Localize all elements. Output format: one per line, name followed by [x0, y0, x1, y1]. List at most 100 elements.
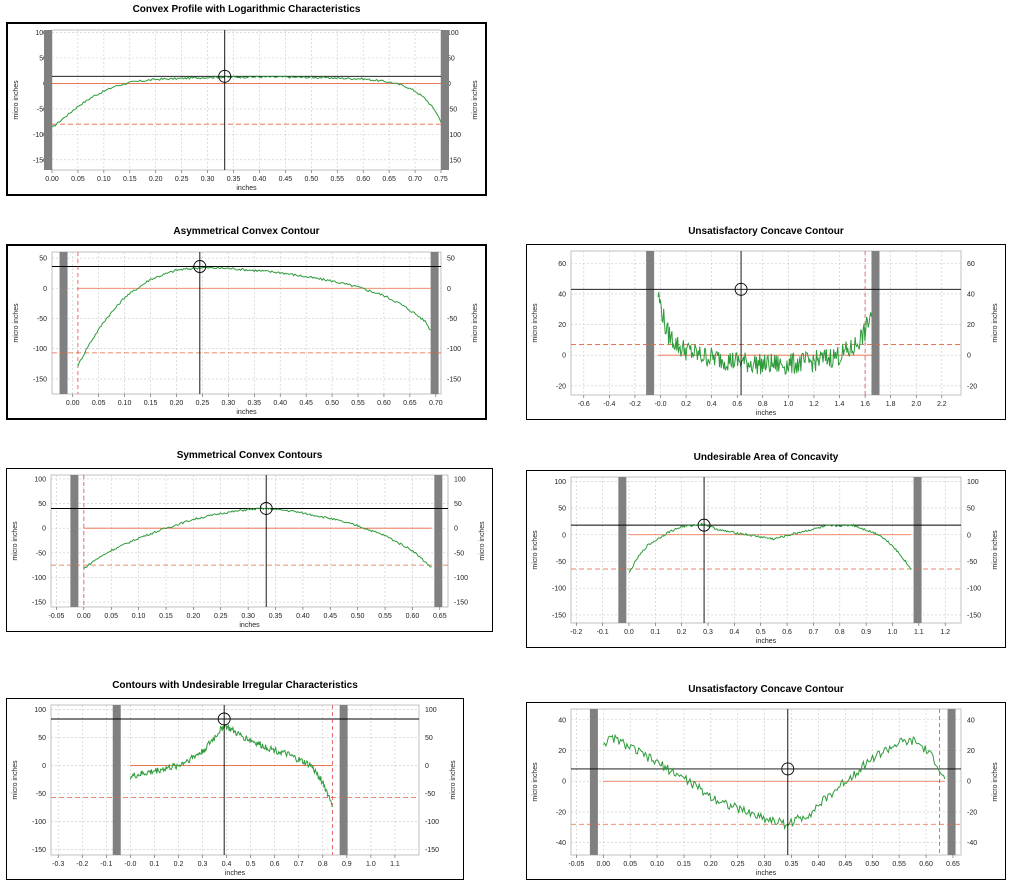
x-tick-label: 0.20	[187, 613, 201, 620]
x-tick-label: -0.1	[100, 861, 112, 868]
x-tick-label: 0.55	[330, 176, 344, 183]
x-tick-label: 0.25	[214, 613, 228, 620]
y-tick-label-right: -100	[454, 575, 468, 582]
y-tick-label-right: 50	[454, 501, 462, 508]
y-axis-label-left: micro inches	[12, 760, 19, 800]
profile-trace	[657, 292, 872, 376]
x-tick-label: 0.65	[433, 613, 447, 620]
chart-panel-1: Convex Profile with Logarithmic Characte…	[6, 4, 487, 196]
x-tick-label: 1.1	[390, 861, 400, 868]
x-tick-label: 0.00	[596, 861, 610, 868]
y-tick-label-right: -20	[967, 809, 977, 816]
right-mask-bar	[871, 251, 880, 395]
x-tick-label: -0.05	[568, 861, 584, 868]
y-tick-label-right: -150	[425, 847, 439, 854]
x-tick-label: 0.8	[758, 401, 768, 408]
x-tick-label: 0.15	[144, 400, 158, 407]
y-tick-label-right: 0	[967, 779, 971, 786]
x-tick-label: 0.6	[782, 629, 792, 636]
chart-panel-4: Symmetrical Convex Contours -0.05 0.00 0.0…	[6, 450, 493, 632]
x-tick-label: 0.50	[865, 861, 879, 868]
x-tick-label: 0.00	[66, 400, 80, 407]
x-tick-label: 0.45	[323, 613, 337, 620]
x-tick-label: 0.00	[77, 613, 91, 620]
x-tick-label: 0.10	[650, 861, 664, 868]
x-tick-label: 0.60	[356, 176, 370, 183]
x-tick-label: 0.70	[408, 176, 422, 183]
x-tick-label: 0.35	[227, 176, 241, 183]
y-tick-label-left: 0	[43, 286, 47, 293]
y-tick-label-right: -50	[447, 106, 457, 113]
profile-trace	[628, 522, 912, 573]
plot-area	[50, 704, 420, 856]
plot-area	[570, 708, 962, 856]
profile-trace	[77, 266, 431, 367]
x-tick-label: 2.0	[911, 401, 921, 408]
cursor-marker	[193, 260, 207, 273]
x-tick-label: 1.6	[860, 401, 870, 408]
y-tick-label-right: 40	[967, 717, 975, 724]
y-axis-label-left: micro inches	[13, 80, 20, 120]
y-tick-label-left: 40	[558, 291, 566, 298]
y-tick-label-right: -20	[967, 383, 977, 390]
x-tick-label: 0.30	[222, 400, 236, 407]
y-tick-label-left: 60	[558, 261, 566, 268]
y-tick-label-right: 20	[967, 748, 975, 755]
x-tick-label: 0.55	[378, 613, 392, 620]
y-tick-label-right: -50	[425, 791, 435, 798]
chart-title: Convex Profile with Logarithmic Characte…	[132, 4, 361, 15]
chart-title: Asymmetrical Convex Contour	[173, 226, 320, 237]
x-tick-label: 0.45	[299, 400, 313, 407]
y-tick-label-left: 100	[34, 476, 46, 483]
y-tick-label-right: 0	[967, 532, 971, 539]
x-tick-label: 0.2	[681, 401, 691, 408]
x-tick-label: 0.65	[403, 400, 417, 407]
chart-frame: -0.05 0.00 0.05 0.10 0.15 0.20 0.25 0.30 0.35 0.4…	[526, 702, 1006, 880]
x-tick-label: 0.50	[351, 613, 365, 620]
left-mask-bar	[112, 705, 121, 855]
x-tick-label: 0.70	[429, 400, 443, 407]
x-axis-label: inches	[236, 185, 257, 192]
y-tick-label-left: 20	[558, 748, 566, 755]
x-tick-label: 0.4	[707, 401, 717, 408]
chart-frame: -0.2 -0.1 0.0 0.1 0.2 0.3 0.4 0.5 0.6 0.7 0.8 0.9 1.…	[526, 470, 1006, 648]
x-tick-label: 0.15	[159, 613, 173, 620]
y-tick-label-left: -20	[556, 809, 566, 816]
y-axis-label-right: micro inches	[472, 303, 479, 343]
profile-trace	[83, 507, 432, 569]
y-tick-label-right: 100	[425, 707, 437, 714]
y-tick-label-left: -150	[33, 376, 47, 383]
x-tick-label: 1.4	[835, 401, 845, 408]
chart-panel-7: Unsatisfactory Concave Contour -0.05 0.00…	[526, 684, 1006, 880]
x-tick-label: 1.1	[914, 629, 924, 636]
plot-area	[570, 250, 962, 396]
x-tick-label: -0.4	[603, 401, 615, 408]
x-tick-label: 0.20	[149, 176, 163, 183]
x-tick-label: 0.35	[247, 400, 261, 407]
left-mask-bar	[59, 252, 68, 394]
y-tick-label-left: -50	[36, 791, 46, 798]
y-tick-label-right: 20	[967, 322, 975, 329]
x-tick-label: 0.5	[756, 629, 766, 636]
chart-panel-2: Asymmetrical Convex Contour 0.00 0.05 0.10…	[6, 226, 487, 420]
x-tick-label: 0.10	[132, 613, 146, 620]
chart-svg: -0.05 0.00 0.05 0.10 0.15 0.20 0.25 0.30 0.35 0.4…	[532, 708, 999, 877]
cursor-marker	[217, 712, 231, 726]
x-tick-label: 0.1	[150, 861, 160, 868]
y-axis-label-left: micro inches	[12, 521, 19, 561]
y-tick-label-right: -150	[454, 600, 468, 607]
x-axis-label: inches	[239, 622, 260, 629]
y-tick-label-left: -150	[32, 847, 46, 854]
x-tick-label: 0.7	[294, 861, 304, 868]
y-tick-label-right: -150	[447, 376, 461, 383]
x-tick-label: 0.45	[279, 176, 293, 183]
chart-panel-3: Unsatisfactory Concave Contour -0.6 -0.4-…	[526, 226, 1006, 420]
x-tick-label: 0.15	[123, 176, 137, 183]
left-mask-bar	[589, 709, 598, 855]
x-tick-label: 0.75	[434, 176, 448, 183]
x-tick-label: 0.55	[351, 400, 365, 407]
y-tick-label-left: 100	[554, 479, 566, 486]
chart-svg: -0.3 -0.2 -0.1 -0.0 0.1 0.2 0.3 0.4 0.5 0.6 0.7 0.8…	[12, 704, 457, 877]
x-tick-label: 0.00	[45, 176, 59, 183]
x-tick-label: 0.4	[222, 861, 232, 868]
